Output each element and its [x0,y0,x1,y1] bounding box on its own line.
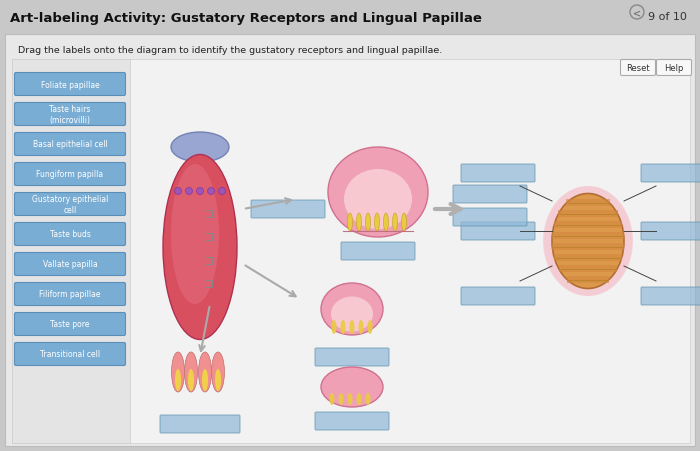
Text: Gustatory epithelial
cell: Gustatory epithelial cell [32,195,108,214]
FancyBboxPatch shape [15,253,125,276]
Ellipse shape [331,297,373,332]
Text: Taste pore: Taste pore [50,320,90,329]
Ellipse shape [211,352,225,392]
Ellipse shape [332,320,337,334]
Ellipse shape [374,213,379,231]
Bar [568,276,608,283]
FancyBboxPatch shape [15,223,125,246]
Bar [205,258,212,264]
FancyBboxPatch shape [341,243,415,260]
Ellipse shape [384,213,388,231]
Text: Drag the labels onto the diagram to identify the gustatory receptors and lingual: Drag the labels onto the diagram to iden… [18,46,442,55]
Ellipse shape [321,367,383,407]
Ellipse shape [215,369,221,391]
FancyBboxPatch shape [657,60,692,76]
FancyBboxPatch shape [160,415,240,433]
Bar [552,244,624,250]
Ellipse shape [349,320,354,334]
Circle shape [207,188,214,195]
Text: Filiform papillae: Filiform papillae [39,290,101,299]
Bar [554,221,622,229]
FancyBboxPatch shape [15,313,125,336]
FancyBboxPatch shape [251,201,325,219]
FancyBboxPatch shape [15,163,125,186]
Ellipse shape [368,320,372,334]
Ellipse shape [365,393,370,405]
Bar [566,199,610,207]
FancyBboxPatch shape [461,222,535,240]
FancyBboxPatch shape [15,103,125,126]
Ellipse shape [543,187,633,296]
Ellipse shape [393,213,398,231]
Ellipse shape [163,155,237,340]
Text: Taste buds: Taste buds [50,230,90,239]
FancyBboxPatch shape [315,412,389,430]
Circle shape [174,188,181,195]
Text: Fungiform papilla: Fungiform papilla [36,170,104,179]
Circle shape [197,188,204,195]
Bar [12,60,690,443]
Text: 9 of 10: 9 of 10 [648,12,687,22]
FancyBboxPatch shape [461,165,535,183]
Ellipse shape [356,393,361,405]
Text: Basal epithelial cell: Basal epithelial cell [33,140,107,149]
Ellipse shape [339,393,344,405]
Bar [205,211,212,217]
Text: Reset: Reset [626,64,650,73]
Ellipse shape [347,213,353,231]
Ellipse shape [347,393,353,405]
FancyBboxPatch shape [15,343,125,366]
Ellipse shape [330,393,335,405]
Text: Foliate papillae: Foliate papillae [41,80,99,89]
Ellipse shape [560,207,616,276]
FancyBboxPatch shape [641,222,700,240]
Ellipse shape [402,213,407,231]
Ellipse shape [199,352,211,392]
Text: Help: Help [664,64,684,73]
Bar [552,232,624,239]
Bar [559,211,617,217]
Ellipse shape [175,369,181,391]
FancyBboxPatch shape [641,165,700,183]
Ellipse shape [340,320,346,334]
Bar [12,60,130,443]
Ellipse shape [328,147,428,238]
Ellipse shape [202,369,208,391]
Ellipse shape [344,170,412,230]
Text: <: < [633,8,641,18]
Ellipse shape [171,133,229,163]
Ellipse shape [552,197,624,286]
FancyBboxPatch shape [453,186,527,203]
Text: Art-labeling Activity: Gustatory Receptors and Lingual Papillae: Art-labeling Activity: Gustatory Recepto… [10,12,482,25]
Text: Transitional cell: Transitional cell [40,350,100,359]
FancyBboxPatch shape [620,60,655,76]
FancyBboxPatch shape [15,193,125,216]
Ellipse shape [358,320,363,334]
Ellipse shape [552,194,624,289]
FancyBboxPatch shape [641,287,700,305]
Bar [205,281,212,287]
Ellipse shape [365,213,370,231]
FancyBboxPatch shape [15,133,125,156]
FancyBboxPatch shape [15,74,125,96]
Ellipse shape [172,352,185,392]
Circle shape [218,188,225,195]
Ellipse shape [356,213,361,231]
FancyBboxPatch shape [453,208,527,226]
Ellipse shape [188,369,194,391]
Bar [205,234,212,240]
Bar [554,254,622,262]
Circle shape [186,188,192,195]
FancyBboxPatch shape [15,283,125,306]
Ellipse shape [185,352,197,392]
Ellipse shape [321,283,383,335]
Bar [559,265,617,272]
FancyBboxPatch shape [315,348,389,366]
Text: Taste hairs
(microvilli): Taste hairs (microvilli) [49,105,91,124]
Ellipse shape [544,187,632,296]
Text: Vallate papilla: Vallate papilla [43,260,97,269]
FancyBboxPatch shape [461,287,535,305]
Ellipse shape [171,165,219,304]
